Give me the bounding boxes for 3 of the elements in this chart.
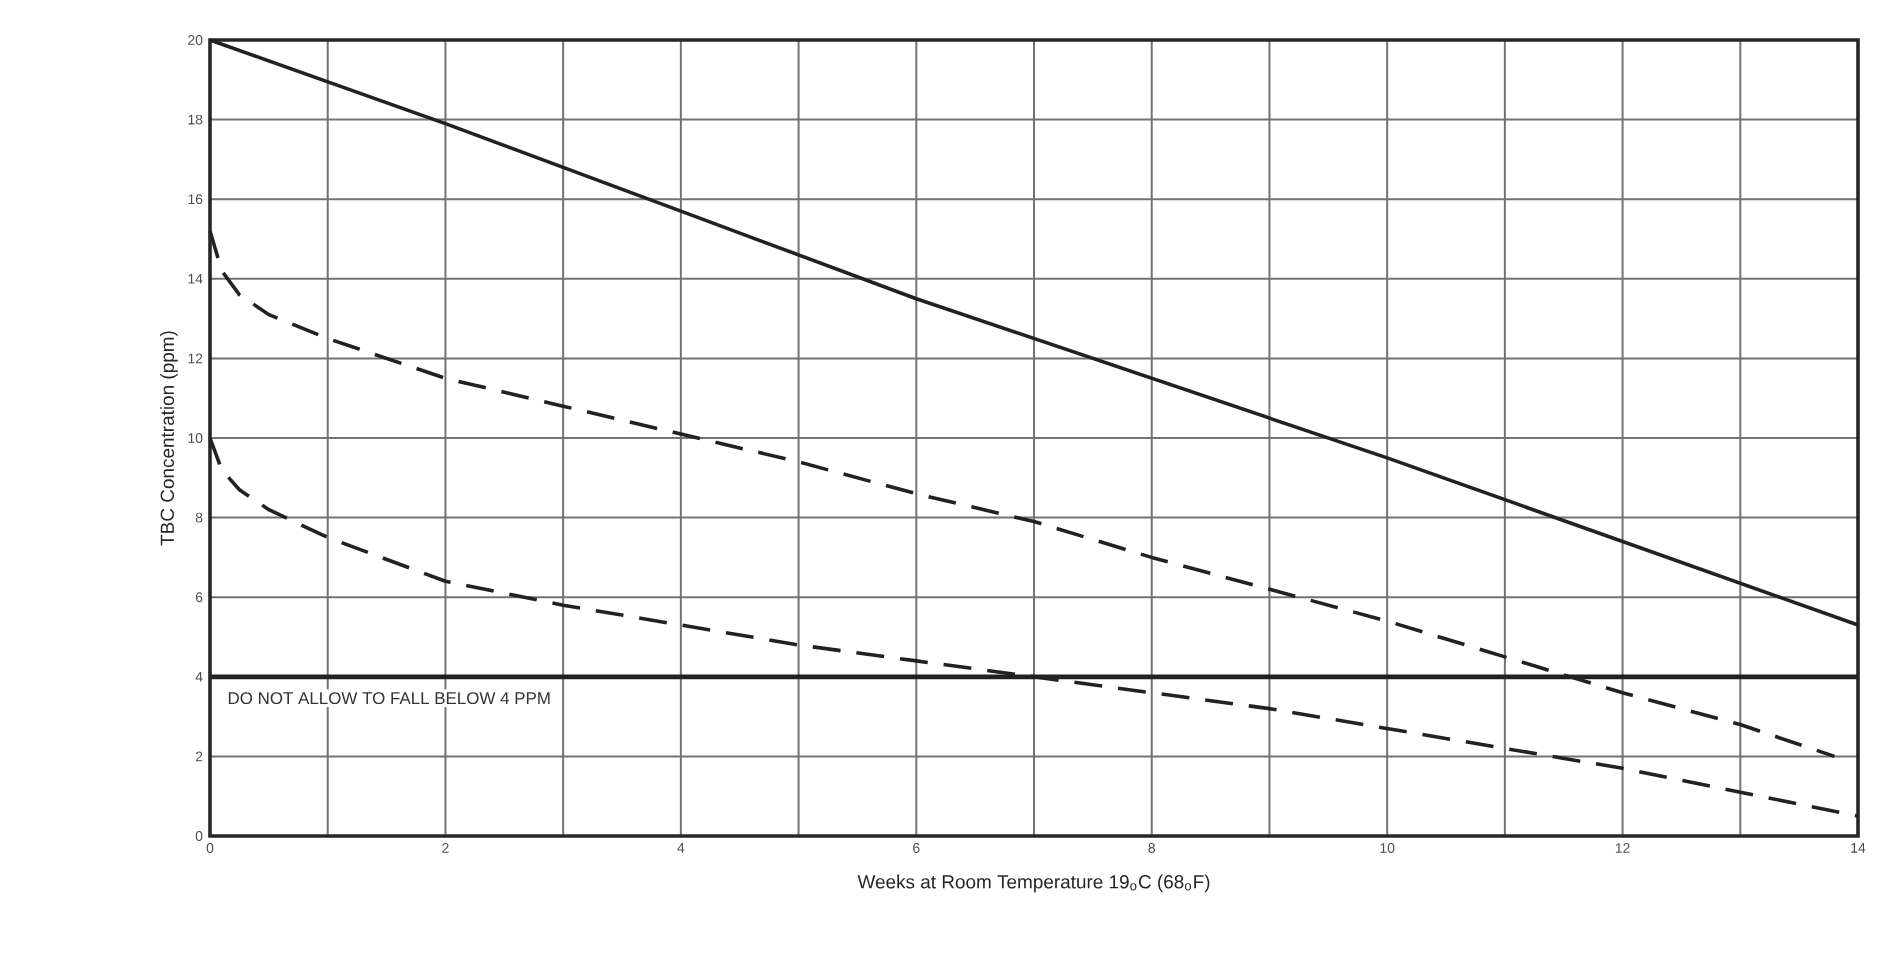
ref-line-label: DO NOT ALLOW TO FALL BELOW 4 PPM xyxy=(228,692,550,705)
x-axis-title: Weeks at Room Temperature 19$_{o}$C (68$_{o}$F) xyxy=(857,874,1210,893)
y-axis-title: TBC Concentration (ppm) xyxy=(160,331,178,546)
